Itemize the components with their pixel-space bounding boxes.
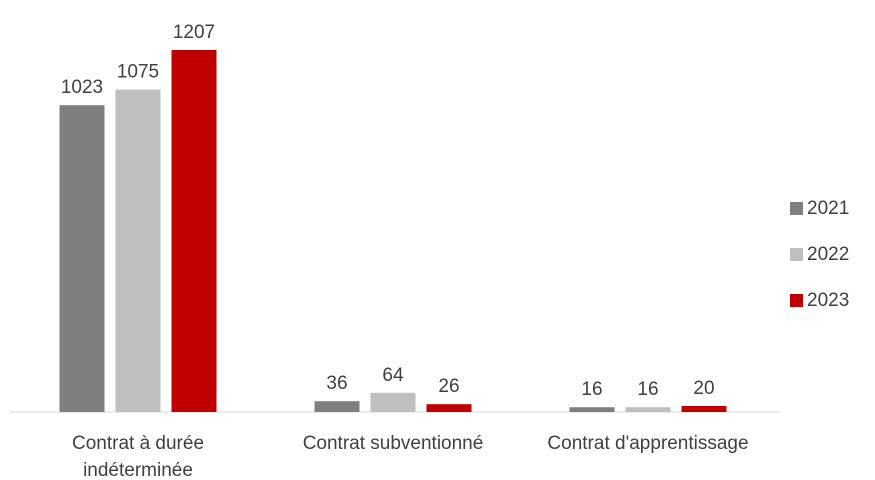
legend-label-2023: 2023 <box>807 289 850 311</box>
bar-2021-cat2 <box>569 407 615 412</box>
legend: 2021 2022 2023 <box>790 197 849 335</box>
legend-label-2021: 2021 <box>807 197 850 219</box>
value-label-2023-cat0: 1207 <box>173 22 215 43</box>
bar-2021-cat1 <box>314 401 360 412</box>
legend-swatch-2023 <box>790 294 803 307</box>
category-label-2-line0: Contrat d'apprentissage <box>547 433 748 454</box>
value-label-2022-cat1: 64 <box>382 365 404 386</box>
category-label-1-line0: Contrat subventionné <box>303 433 484 454</box>
bar-2021-cat0 <box>59 105 105 412</box>
legend-item-2023: 2023 <box>790 289 849 312</box>
bar-2023-cat0 <box>171 50 217 412</box>
value-label-2021-cat2: 16 <box>581 379 602 400</box>
legend-item-2022: 2022 <box>790 243 849 266</box>
category-label-0-line0: Contrat à durée <box>72 433 204 454</box>
value-labels-group: 1023 1075 1207 36 64 26 16 16 20 <box>61 22 715 400</box>
category-labels-group: Contrat à durée indéterminée Contrat subve… <box>72 433 749 480</box>
legend-swatch-2022 <box>790 248 803 261</box>
value-label-2023-cat1: 26 <box>438 376 459 397</box>
legend-label-2022: 2022 <box>807 243 850 265</box>
value-label-2023-cat2: 20 <box>693 378 714 399</box>
legend-swatch-2021 <box>790 202 803 215</box>
bars-group <box>59 50 727 412</box>
legend-item-2021: 2021 <box>790 197 849 220</box>
bar-2022-cat2 <box>625 407 671 412</box>
value-label-2021-cat0: 1023 <box>61 77 103 98</box>
category-label-0-line1: indéterminée <box>83 460 193 480</box>
bar-2023-cat2 <box>681 406 727 412</box>
value-label-2022-cat2: 16 <box>637 379 658 400</box>
value-label-2022-cat0: 1075 <box>117 62 159 83</box>
bar-2023-cat1 <box>426 404 472 412</box>
value-label-2021-cat1: 36 <box>326 373 347 394</box>
bar-2022-cat0 <box>115 89 161 412</box>
bar-2022-cat1 <box>370 392 416 412</box>
